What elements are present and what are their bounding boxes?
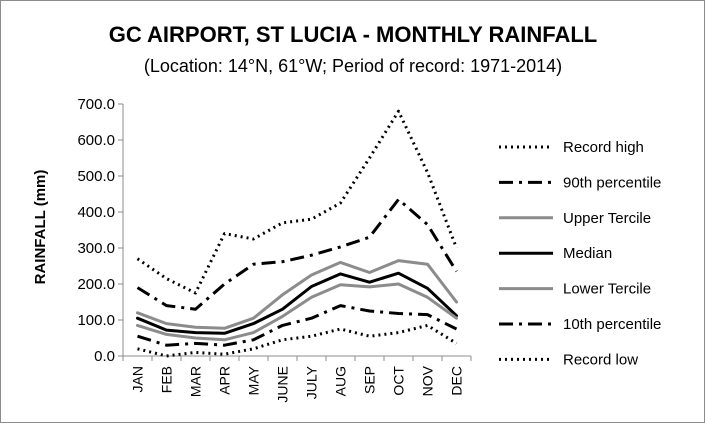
x-tick-label: DEC bbox=[449, 366, 465, 396]
y-tick-labels: 0.0 100.0 200.0 300.0 400.0 500.0 600.0 700.0 bbox=[77, 96, 115, 365]
x-tick-label: NOV bbox=[420, 365, 436, 396]
x-tick-label: APR bbox=[217, 366, 233, 395]
y-tick-label: 700.0 bbox=[77, 96, 115, 113]
chart-title: GC AIRPORT, ST LUCIA - MONTHLY RAINFALL bbox=[109, 22, 597, 47]
series-line-4 bbox=[136, 271, 458, 335]
y-tick-label: 500.0 bbox=[77, 168, 115, 185]
x-tick-label: OCT bbox=[391, 366, 407, 396]
series-line-5 bbox=[136, 282, 458, 342]
series-lines bbox=[136, 109, 458, 358]
x-tick-label: JUNE bbox=[275, 366, 291, 403]
legend: Record high 90th percentile Upper Tercile M… bbox=[499, 139, 661, 368]
legend-label-6: 10th percentile bbox=[563, 316, 661, 333]
legend-label-3: Upper Tercile bbox=[563, 210, 651, 227]
chart-subtitle: (Location: 14°N, 61°W; Period of record:… bbox=[144, 56, 562, 76]
y-tick-label: 600.0 bbox=[77, 132, 115, 149]
y-axis-label: RAINFALL (mm) bbox=[32, 170, 49, 285]
x-tick-label: AUG bbox=[333, 366, 349, 396]
legend-label-4: Median bbox=[563, 245, 612, 262]
x-tick-label: MAR bbox=[188, 366, 204, 397]
legend-label-2: 90th percentile bbox=[563, 174, 661, 191]
series-line-7 bbox=[137, 323, 458, 358]
series-line-1 bbox=[136, 109, 458, 295]
axes bbox=[118, 103, 472, 361]
series-line-2 bbox=[136, 197, 458, 311]
x-tick-labels: JAN FEB MAR APR MAY JUNE JULY AUG SEP OCT NOV DEC bbox=[130, 365, 465, 402]
legend-label-1: Record high bbox=[563, 139, 644, 156]
y-tick-label: 300.0 bbox=[77, 240, 115, 257]
legend-label-7: Record low bbox=[563, 351, 638, 368]
x-tick-label: JAN bbox=[130, 366, 146, 392]
x-tick-label: JULY bbox=[304, 365, 320, 399]
x-tick-label: SEP bbox=[362, 366, 378, 394]
x-tick-label: MAY bbox=[246, 365, 262, 395]
y-tick-label: 200.0 bbox=[77, 276, 115, 293]
y-tick-label: 400.0 bbox=[77, 204, 115, 221]
legend-label-5: Lower Tercile bbox=[563, 281, 651, 298]
y-tick-label: 100.0 bbox=[77, 312, 115, 329]
x-tick-label: FEB bbox=[159, 366, 175, 393]
series-line-6 bbox=[137, 304, 458, 347]
y-tick-label: 0.0 bbox=[94, 348, 115, 365]
series-line-3 bbox=[136, 259, 458, 330]
